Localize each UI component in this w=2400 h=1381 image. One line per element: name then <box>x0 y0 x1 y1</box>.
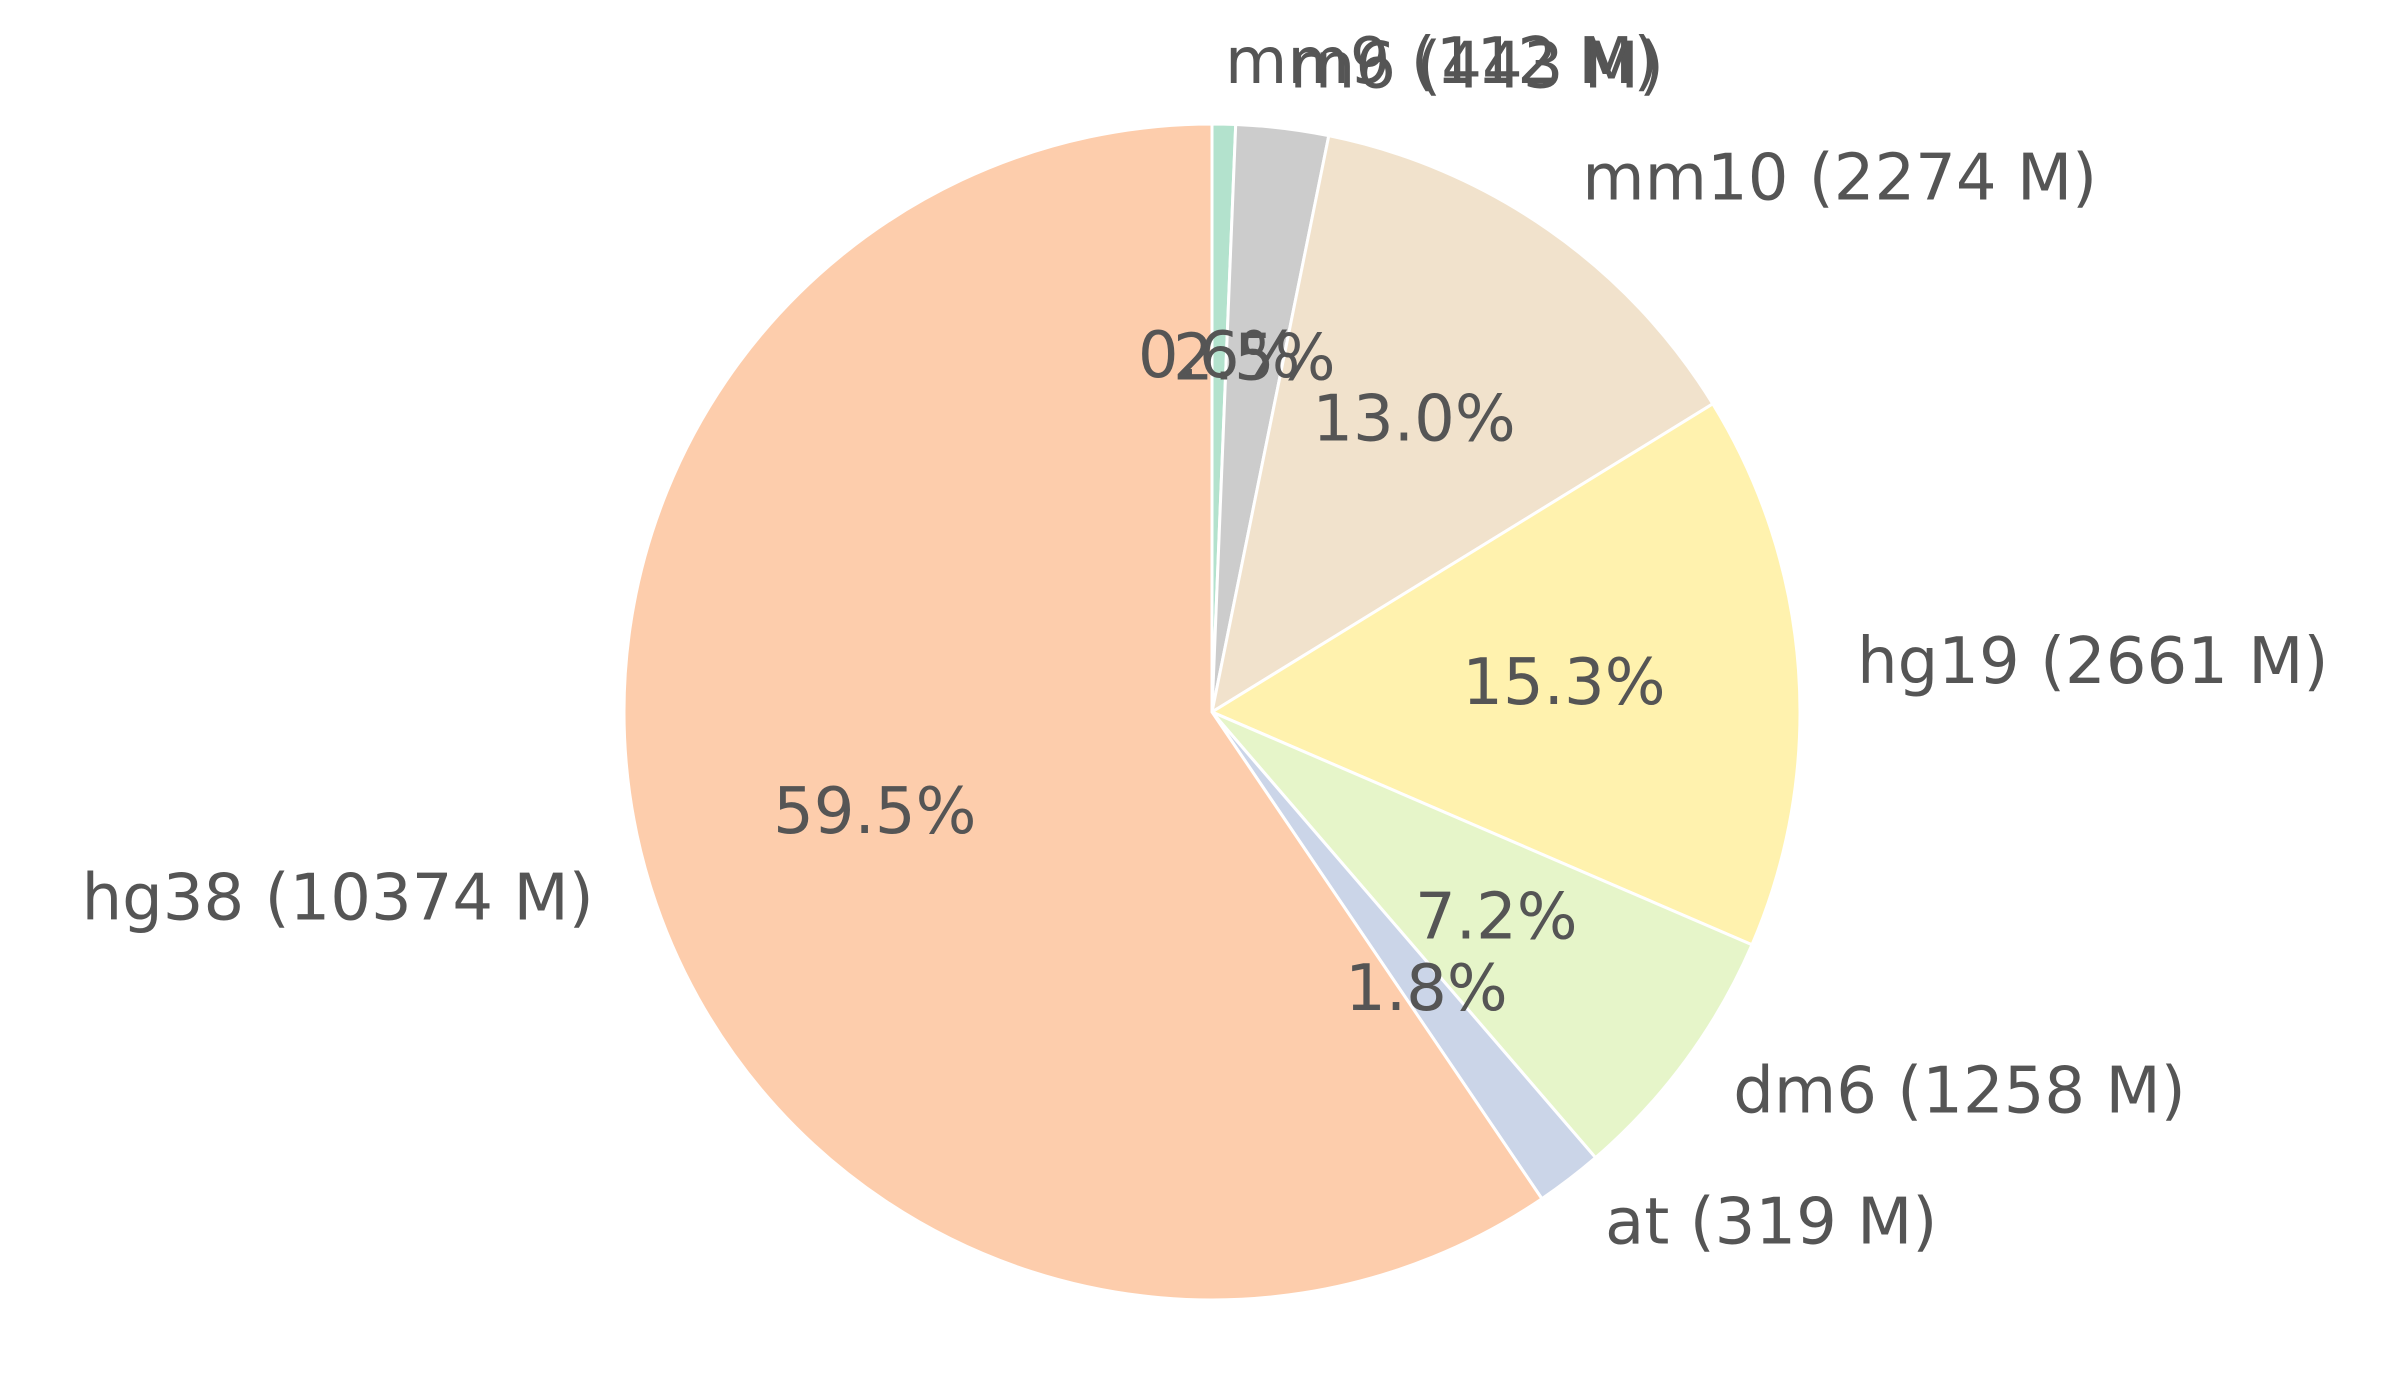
slice-label-dm6: dm6 (1258 M) <box>1733 1055 2185 1129</box>
percent-label-hg38: 59.5% <box>773 775 976 849</box>
slice-label-hg38: hg38 (10374 M) <box>82 861 594 935</box>
slice-label-rn6: rn6 (443 M) <box>1290 29 1664 103</box>
pie-slice-dm6 <box>1210 710 1754 1160</box>
pie-slice-hg19 <box>1208 401 1802 947</box>
percent-label-dm6: 7.2% <box>1415 880 1578 954</box>
slice-label-at: at (319 M) <box>1605 1185 1937 1259</box>
pie-slice-mm10 <box>1209 133 1715 716</box>
pie-slice-hg38 <box>622 122 1544 1302</box>
slice-label-hg19: hg19 (2661 M) <box>1857 625 2328 699</box>
slice-label-mm9: mm9 (112 M) <box>1225 25 1658 99</box>
percent-label-at: 1.8% <box>1345 952 1508 1026</box>
slice-label-mm10: mm10 (2274 M) <box>1582 141 2097 215</box>
slice-labels: mm9 (112 M)rn6 (443 M) mm10 (2274 M) hg19 … <box>82 25 2329 1259</box>
percent-labels: 0.6%2.5%13.0% 15.3% 7.2%1.8% 59.5% <box>773 319 1665 1026</box>
percent-label-mm9: 0.6% <box>1138 319 1301 393</box>
pie-slices <box>622 122 1802 1302</box>
percent-label-hg19: 15.3% <box>1462 646 1665 720</box>
percent-label-mm10: 13.0% <box>1312 382 1515 456</box>
percent-label-rn6: 2.5% <box>1173 321 1336 395</box>
